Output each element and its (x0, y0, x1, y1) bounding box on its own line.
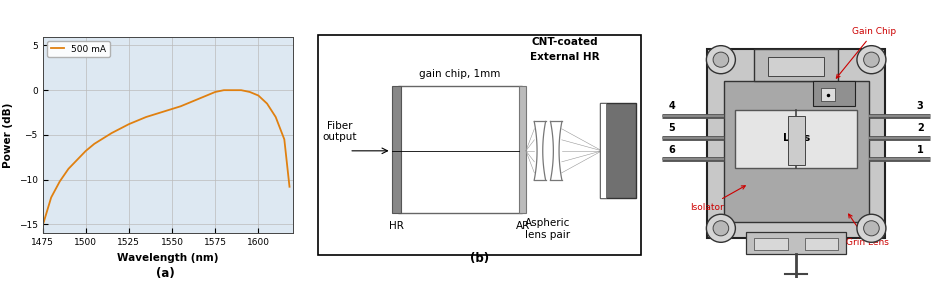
500 mA (37, 225, 48, 228)
Bar (519, 86, 525, 213)
Circle shape (706, 214, 734, 242)
Y-axis label: Power (dB): Power (dB) (3, 102, 13, 167)
500 mA (183, 101, 194, 104)
Bar (599, 103, 605, 198)
500 mA (72, 158, 83, 162)
Circle shape (856, 214, 885, 242)
Text: (a): (a) (156, 267, 175, 280)
Text: Gain Chip: Gain Chip (835, 27, 895, 78)
500 mA (244, 90, 255, 94)
500 mA (149, 113, 160, 116)
500 mA (80, 149, 92, 153)
500 mA (218, 89, 229, 92)
Text: Isolator: Isolator (689, 186, 745, 212)
Text: Grin Lens: Grin Lens (846, 214, 888, 247)
Line: 500 mA: 500 mA (42, 90, 289, 226)
X-axis label: Wavelength (nm): Wavelength (nm) (117, 253, 218, 263)
Bar (787, 116, 803, 165)
Text: (b): (b) (469, 251, 489, 264)
Bar (734, 110, 856, 167)
500 mA (192, 98, 203, 101)
Circle shape (856, 46, 885, 74)
Bar (753, 238, 787, 250)
500 mA (278, 138, 290, 141)
Text: CNT-coated: CNT-coated (531, 37, 597, 47)
Bar (706, 49, 885, 238)
Text: 3: 3 (916, 101, 922, 112)
Circle shape (713, 52, 728, 67)
Bar (803, 238, 837, 250)
500 mA (270, 115, 281, 119)
Text: 4: 4 (668, 101, 675, 112)
Bar (767, 57, 823, 76)
500 mA (106, 132, 117, 135)
500 mA (54, 180, 65, 183)
Bar (753, 49, 837, 81)
Circle shape (706, 46, 734, 74)
Text: Fiber
output: Fiber output (322, 121, 356, 142)
Text: 2: 2 (916, 123, 922, 133)
Text: External HR: External HR (529, 52, 598, 62)
500 mA (45, 196, 57, 199)
500 mA (123, 123, 134, 126)
Text: Lens: Lens (782, 133, 809, 144)
Bar (723, 81, 868, 221)
Text: 5: 5 (668, 123, 675, 133)
500 mA (261, 102, 273, 105)
Bar (812, 81, 853, 106)
500 mA (283, 185, 295, 189)
500 mA (89, 142, 100, 146)
Bar (391, 86, 400, 213)
Circle shape (863, 221, 878, 236)
500 mA (235, 89, 246, 92)
500 mA (210, 90, 221, 94)
Text: gain chip, 1mm: gain chip, 1mm (419, 69, 500, 79)
500 mA (166, 107, 177, 111)
500 mA (132, 119, 143, 122)
500 mA (62, 167, 74, 171)
500 mA (97, 137, 109, 140)
500 mA (175, 105, 186, 108)
Text: 6: 6 (668, 145, 675, 155)
Text: Aspheric
lens pair: Aspheric lens pair (525, 218, 570, 240)
500 mA (141, 115, 152, 119)
500 mA (252, 94, 263, 97)
Text: 1: 1 (916, 145, 922, 155)
Circle shape (713, 221, 728, 236)
500 mA (227, 89, 238, 92)
Text: AR: AR (515, 221, 530, 230)
Bar (820, 88, 834, 101)
Circle shape (863, 52, 878, 67)
500 mA (201, 94, 212, 97)
500 mA (114, 127, 126, 130)
Bar (745, 232, 846, 254)
Bar (397, 86, 521, 213)
Bar (599, 103, 635, 198)
Text: HR: HR (388, 221, 403, 230)
500 mA (158, 110, 169, 113)
Legend: 500 mA: 500 mA (47, 41, 110, 57)
